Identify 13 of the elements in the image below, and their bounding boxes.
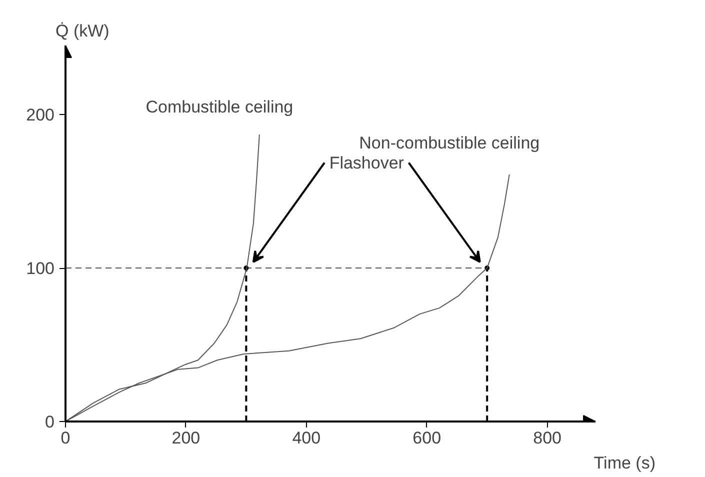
- x-tick-label: 200: [172, 428, 200, 448]
- y-tick-label: 0: [45, 412, 55, 432]
- x-tick-label: 800: [533, 428, 562, 448]
- text: Combustible ceiling: [146, 98, 294, 117]
- y-axis-title: Q̇ (kW): [56, 22, 110, 40]
- y-tick-label: 100: [26, 259, 55, 278]
- x-tick-label: 600: [412, 428, 442, 448]
- x-tick-label: 0: [60, 428, 70, 448]
- annotation: Flashover: [329, 153, 404, 172]
- x-tick-label: 400: [292, 428, 321, 448]
- y-tick-label: 200: [26, 106, 55, 125]
- x-axis-title: Time (s): [594, 454, 656, 472]
- text: Non-combustible ceiling: [359, 133, 540, 152]
